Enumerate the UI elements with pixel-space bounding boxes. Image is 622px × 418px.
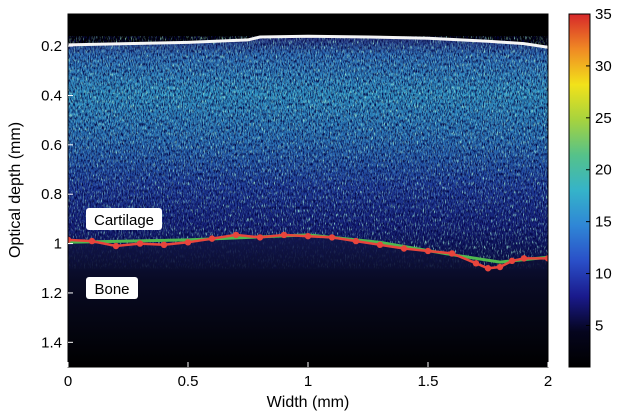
bone-label-text: Bone bbox=[94, 281, 129, 298]
cartilage-dark-speckle bbox=[68, 36, 548, 269]
x-axis-label: Width (mm) bbox=[267, 394, 350, 411]
interface-point bbox=[160, 241, 168, 249]
y-tick-label: 1.2 bbox=[41, 285, 62, 302]
colorbar-tick-label: 35 bbox=[595, 6, 612, 23]
interface-point bbox=[208, 235, 216, 242]
interface-point bbox=[112, 242, 120, 250]
interface-point bbox=[88, 237, 96, 245]
interface-point bbox=[508, 257, 516, 265]
interface-point bbox=[520, 255, 528, 262]
interface-red-points bbox=[68, 231, 548, 272]
cartilage-label-box bbox=[86, 208, 162, 230]
y-tick-label: 0.2 bbox=[41, 38, 62, 55]
interface-point bbox=[136, 240, 144, 247]
x-tick-label: 1.5 bbox=[418, 373, 439, 390]
colorbar-tick-label: 20 bbox=[595, 162, 612, 179]
colorbar-ticks: 35 30 25 20 15 10 5 bbox=[586, 6, 612, 334]
y-tick-label: 0.8 bbox=[41, 186, 62, 203]
cartilage-label-text: Cartilage bbox=[94, 212, 154, 229]
x-tick-label: 1 bbox=[304, 373, 312, 390]
bone-label-box bbox=[86, 277, 138, 299]
interface-point bbox=[328, 234, 336, 241]
cartilage-surface-line bbox=[68, 34, 548, 49]
interface-point bbox=[448, 250, 456, 257]
colorbar-gradient bbox=[568, 13, 591, 368]
colorbar-tick-label: 30 bbox=[595, 58, 612, 75]
x-tick-label: 0 bbox=[64, 373, 72, 390]
interface-point bbox=[184, 239, 192, 246]
bone-region bbox=[68, 234, 548, 367]
interface-point bbox=[352, 237, 360, 245]
colorbar-tick-label: 5 bbox=[595, 317, 603, 334]
interface-point bbox=[484, 265, 492, 272]
interface-point bbox=[496, 263, 504, 271]
interface-point bbox=[232, 231, 240, 239]
interface-point bbox=[256, 234, 264, 241]
interface-point bbox=[376, 241, 384, 249]
interface-point bbox=[400, 245, 408, 252]
oct-image bbox=[68, 14, 548, 367]
interface-point bbox=[68, 236, 72, 244]
colorbar-tick-label: 10 bbox=[595, 266, 612, 283]
interface-point bbox=[280, 231, 288, 239]
colorbar-tick-label: 15 bbox=[595, 214, 612, 231]
y-axis-ticks: 0.2 0.4 0.6 0.8 1 1.2 1.4 bbox=[41, 38, 73, 351]
x-tick-label: 2 bbox=[544, 373, 552, 390]
y-tick-label: 1 bbox=[54, 236, 62, 253]
cartilage-label: Cartilage bbox=[86, 208, 162, 230]
interface-point bbox=[472, 260, 480, 267]
y-tick-label: 1.4 bbox=[41, 334, 62, 351]
interface-point bbox=[304, 232, 312, 240]
y-axis-label: Optical depth (mm) bbox=[7, 122, 24, 258]
colorbar: 35 30 25 20 15 10 5 bbox=[568, 6, 612, 368]
colorbar-tick-label: 25 bbox=[595, 110, 612, 127]
interface-point bbox=[424, 247, 432, 255]
y-tick-label: 0.4 bbox=[41, 87, 62, 104]
x-tick-label: 0.5 bbox=[178, 373, 199, 390]
y-tick-label: 0.6 bbox=[41, 137, 62, 154]
x-axis-ticks: 0 0.5 1 1.5 2 bbox=[64, 362, 552, 390]
interface-point bbox=[544, 255, 548, 262]
bone-label: Bone bbox=[86, 277, 138, 299]
